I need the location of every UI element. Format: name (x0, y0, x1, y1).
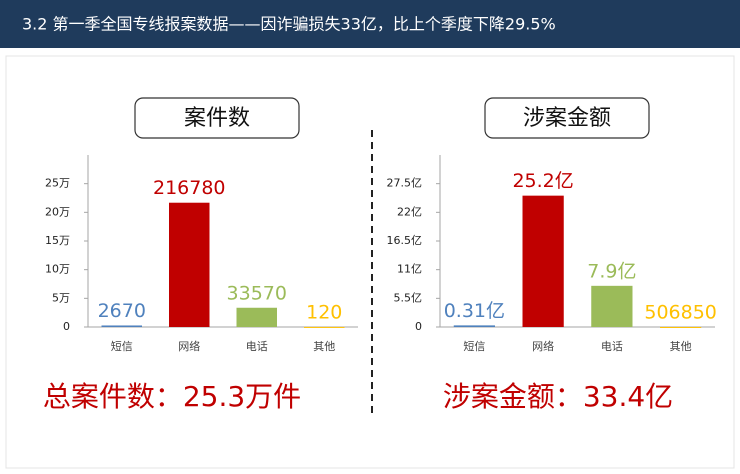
data-label: 2670 (98, 300, 146, 322)
y-tick-label: 5.5亿 (394, 291, 423, 304)
chart-title-box (484, 97, 650, 139)
bar (101, 325, 142, 327)
x-tick-label: 网络 (532, 339, 554, 353)
data-label: 120 (306, 301, 342, 323)
bar (522, 195, 564, 327)
y-tick-label: 20万 (45, 205, 70, 218)
bar (304, 326, 345, 328)
data-label: 7.9亿 (587, 260, 636, 282)
y-tick-label: 27.5亿 (387, 177, 423, 190)
y-tick-label: 0 (63, 320, 70, 333)
bar (453, 325, 495, 327)
summary: 总案件数：25.3万件 (43, 380, 301, 413)
chart-title: 涉案金额 (523, 106, 611, 131)
data-label: 0.31亿 (444, 300, 505, 322)
x-tick-label: 其他 (670, 340, 692, 353)
y-tick-label: 15万 (45, 234, 70, 247)
y-tick-label: 22亿 (397, 205, 422, 218)
x-tick-label: 其他 (313, 340, 335, 353)
chart-title: 案件数 (184, 106, 250, 131)
x-tick-label: 电话 (601, 340, 623, 353)
data-label: 33570 (227, 282, 287, 304)
header-title: 3.2 第一季全国专线报案数据——因诈骗损失33亿，比上个季度下降29.5% (22, 15, 556, 34)
bar (169, 202, 210, 327)
data-label: 25.2亿 (512, 170, 573, 192)
bar (591, 285, 633, 327)
x-tick-label: 电话 (246, 340, 268, 353)
y-tick-label: 25万 (45, 177, 70, 190)
chart-title-box (134, 97, 300, 139)
x-tick-label: 短信 (463, 339, 485, 353)
bar (660, 326, 702, 328)
y-tick-label: 16.5亿 (387, 234, 423, 247)
y-tick-label: 11亿 (397, 263, 422, 276)
y-tick-label: 5万 (52, 291, 70, 304)
x-tick-label: 网络 (178, 339, 200, 353)
y-tick-label: 0 (415, 320, 422, 333)
data-label: 506850 (644, 301, 717, 323)
header-bar (0, 0, 740, 48)
summary: 涉案金额：33.4亿 (443, 380, 673, 413)
x-tick-label: 短信 (111, 339, 133, 353)
content-border (5, 55, 735, 469)
bar (236, 307, 277, 327)
y-tick-label: 10万 (45, 263, 70, 276)
data-label: 216780 (153, 177, 226, 199)
